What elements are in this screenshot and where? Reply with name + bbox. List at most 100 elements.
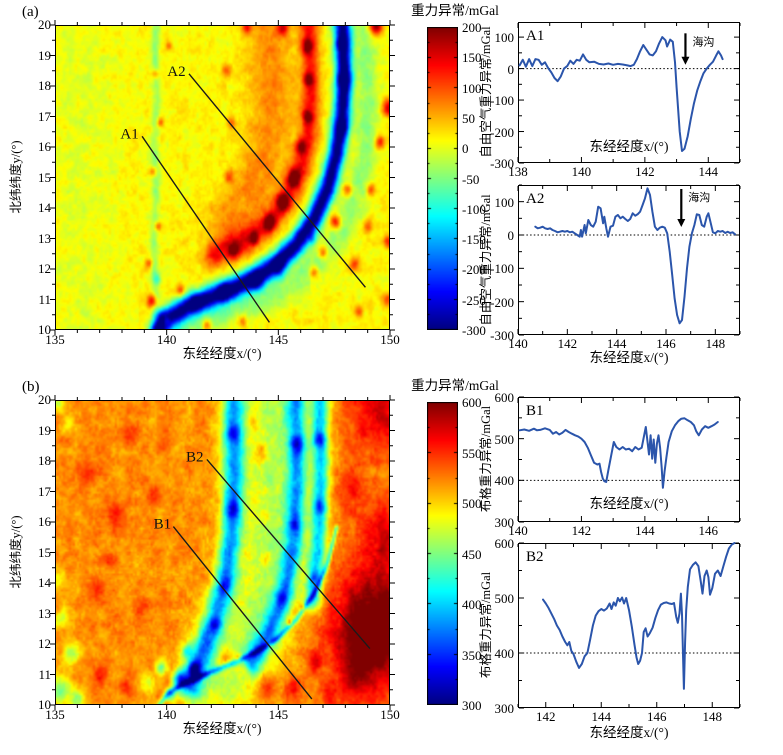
profile-x-tick-label: 138 <box>508 164 528 179</box>
profile-y-tick-label: 400 <box>494 646 515 661</box>
colorbar-tick-label: 450 <box>462 546 482 562</box>
gravity-map-b: B1 B2 <box>50 395 395 710</box>
map-x-tick-label: 150 <box>380 332 400 347</box>
profile-y-tick-label: -300 <box>490 328 514 343</box>
profile-y-tick-label: -100 <box>490 93 514 109</box>
series-label-a2: A2 <box>526 191 544 207</box>
colorbar-tick-label: 150 <box>462 50 482 66</box>
profile-x-tick-label: 140 <box>508 336 528 351</box>
profile-x-tick-label: 148 <box>702 709 723 724</box>
profile-b2-ylabel: 布格重力异常/mGal <box>478 571 493 679</box>
profile-line-b2 <box>206 459 371 650</box>
map-a-xlabel: 东经经度x/(°) <box>182 346 262 361</box>
profile-plot-b1: B1 <box>517 396 741 523</box>
colorbar-tick-label: 200 <box>462 20 482 35</box>
map-x-tick-label: 140 <box>156 332 177 347</box>
trench-arrow-head <box>681 56 690 65</box>
profile-y-tick-label: -200 <box>490 124 514 140</box>
colorbar-b-title: 重力异常/mGal <box>411 378 499 393</box>
map-y-tick-label: 17 <box>38 483 51 499</box>
profile-plot-a1: A1 海沟 <box>517 22 741 164</box>
profile-b1-ylabel: 布格重力异常/mGal <box>478 405 493 513</box>
map-y-tick-label: 19 <box>38 422 51 438</box>
colorbar-canvas <box>427 402 458 705</box>
profile-x-tick-label: 144 <box>635 523 655 538</box>
heatmap-canvas <box>55 25 390 330</box>
colorbar-tick-label: 100 <box>462 80 482 96</box>
colorbar-tick-label: 400 <box>462 597 482 612</box>
colorbar-tick-label: -50 <box>462 171 480 187</box>
profile-x-tick-label: 140 <box>508 523 528 538</box>
profile-line-label-b1: B1 <box>154 517 172 533</box>
colorbar-tick-label: 600 <box>462 395 482 410</box>
profile-x-tick-label: 142 <box>635 164 655 179</box>
colorbar-tick-label: 350 <box>462 647 482 663</box>
profile-series-b1 <box>518 417 719 489</box>
profile-chart: A2 海沟 <box>517 184 741 336</box>
profile-y-tick-label: -200 <box>490 294 514 310</box>
profile-chart: B1 <box>517 396 741 523</box>
profile-x-tick-label: 142 <box>536 709 556 724</box>
series-label-b1: B1 <box>526 403 544 419</box>
profile-x-tick-label: 146 <box>656 336 676 351</box>
profile-x-tick-label: 146 <box>698 523 719 538</box>
colorbar-tick-label: 50 <box>462 110 475 126</box>
profile-chart: B2 <box>517 542 741 709</box>
map-y-tick-label: 13 <box>38 230 51 246</box>
series-label-b2: B2 <box>526 549 544 565</box>
colorbar-tick-label: 550 <box>462 445 482 461</box>
profile-y-tick-label: 600 <box>494 390 515 405</box>
map-b-xlabel: 东经经度x/(°) <box>182 721 262 736</box>
map-x-tick-label: 145 <box>268 707 289 722</box>
colorbar-canvas <box>427 27 458 330</box>
profile-x-tick-label: 140 <box>571 164 592 179</box>
gravity-map-a: A1 A2 <box>50 20 395 335</box>
colorbar-tick-label: -250 <box>462 292 486 308</box>
map-y-tick-label: 10 <box>38 697 51 712</box>
profile-line-b1 <box>172 526 313 700</box>
map-y-tick-label: 12 <box>38 636 51 651</box>
profile-line-a2 <box>188 73 366 288</box>
map-y-tick-label: 17 <box>38 108 51 124</box>
profile-x-tick-label: 144 <box>606 336 627 351</box>
profile-series-a1 <box>518 36 724 152</box>
map-x-tick-label: 135 <box>45 707 65 722</box>
map-y-tick-label: 14 <box>38 575 51 590</box>
profile-y-tick-label: 500 <box>494 431 515 447</box>
profile-a2-xlabel: 东经经度x/(°) <box>589 350 669 365</box>
map-y-tick-label: 15 <box>38 169 51 185</box>
map-y-tick-label: 14 <box>38 200 51 215</box>
map-y-tick-label: 13 <box>38 605 51 621</box>
profile-y-tick-label: 0 <box>507 61 515 77</box>
profile-b1-xlabel: 东经经度x/(°) <box>589 496 669 511</box>
map-overlay: A1 A2 <box>50 20 395 335</box>
profile-y-tick-label: 300 <box>494 515 515 530</box>
map-a-ylabel: 北纬纬度y/(°) <box>8 140 23 214</box>
map-overlay: B1 B2 <box>50 395 395 710</box>
colorbar-tick-label: -150 <box>462 232 486 248</box>
map-y-tick-label: 20 <box>38 17 51 32</box>
map-y-tick-label: 11 <box>38 291 51 307</box>
profile-series-a2 <box>534 187 737 325</box>
map-y-tick-label: 20 <box>38 392 51 407</box>
profile-x-tick-label: 144 <box>698 164 719 179</box>
profile-y-tick-label: 600 <box>494 536 515 551</box>
map-y-tick-label: 10 <box>38 322 51 337</box>
colorbar-tick-label: -300 <box>462 323 486 338</box>
profile-y-tick-label: 100 <box>494 194 515 210</box>
map-y-tick-label: 11 <box>38 666 51 682</box>
map-b-ylabel: 北纬纬度y/(°) <box>8 515 23 589</box>
profile-y-tick-label: -300 <box>490 156 514 171</box>
colorbar-b <box>427 402 458 705</box>
profile-x-tick-label: 142 <box>571 523 592 538</box>
profile-series-b2 <box>542 542 736 690</box>
profile-line-label-b2: B2 <box>186 449 204 465</box>
profile-line-label-a1: A1 <box>120 126 138 142</box>
colorbar-a <box>427 27 458 330</box>
profile-x-tick-label: 148 <box>705 336 726 351</box>
profile-x-tick-label: 146 <box>647 709 667 724</box>
map-y-tick-label: 18 <box>38 78 51 93</box>
map-x-tick-label: 135 <box>45 332 65 347</box>
series-label-a1: A1 <box>526 28 544 44</box>
trench-annotation-label: 海沟 <box>688 190 710 204</box>
